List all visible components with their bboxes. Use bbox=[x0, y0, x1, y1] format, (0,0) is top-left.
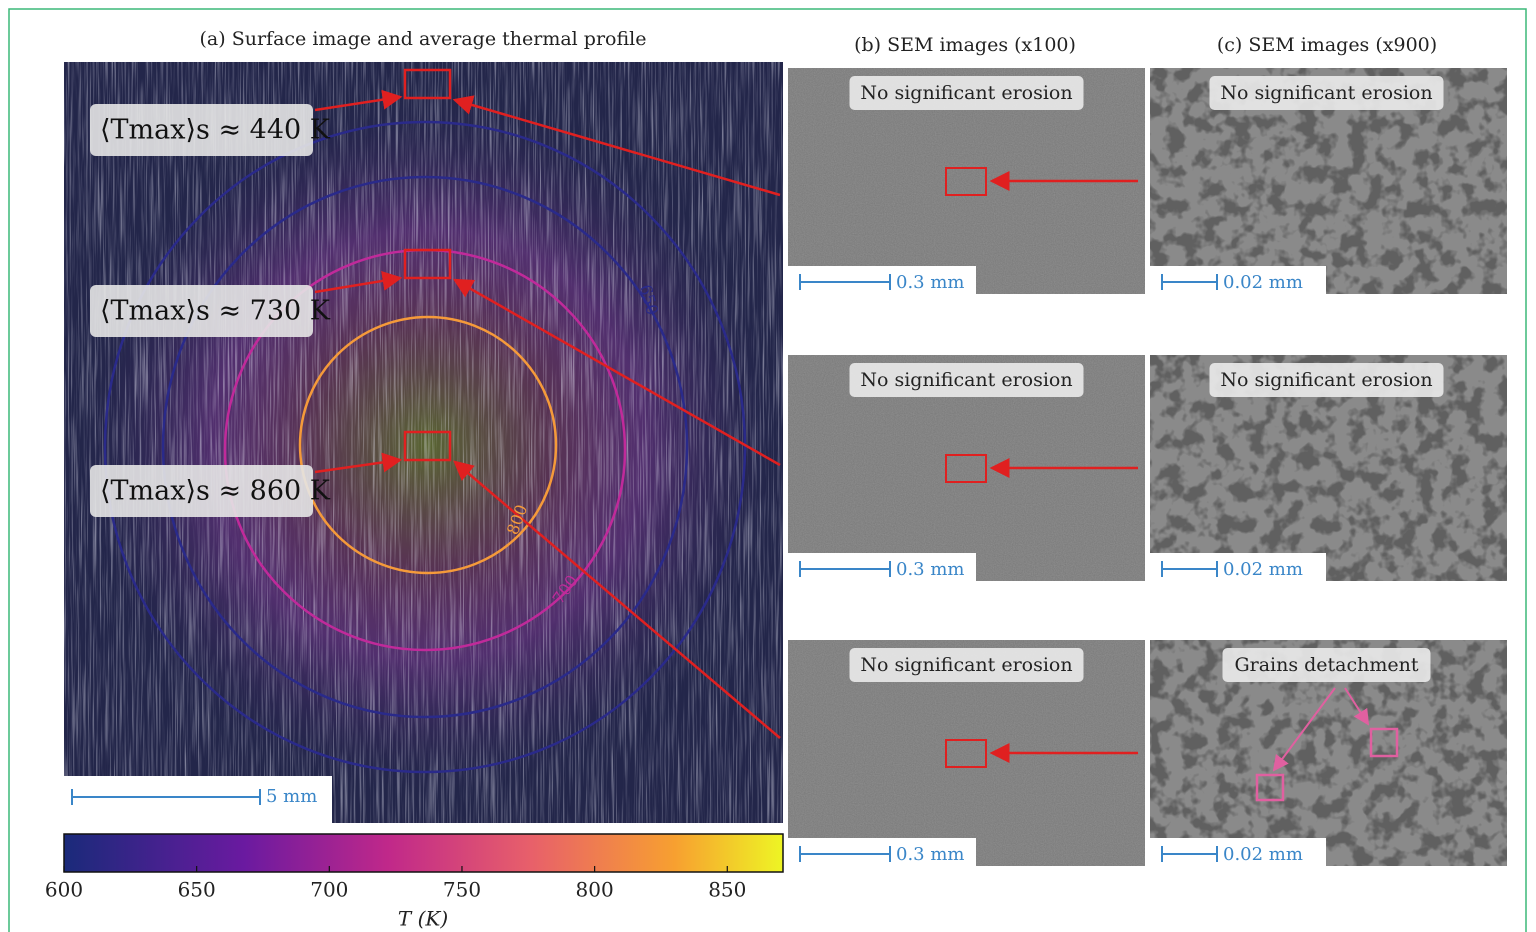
figure: (a) Surface image and average thermal pr… bbox=[0, 0, 1536, 932]
note: No significant erosion bbox=[860, 654, 1072, 676]
colorbar bbox=[64, 834, 783, 872]
colorbar-tick-label: 700 bbox=[310, 878, 348, 902]
panel-c-title: (c) SEM images (x900) bbox=[1217, 34, 1437, 56]
surface-image bbox=[64, 62, 783, 823]
colorbar-label: T (K) bbox=[398, 907, 448, 931]
note: No significant erosion bbox=[860, 369, 1072, 391]
label: ⟨Tmax⟩s ≈ 860 K bbox=[100, 476, 331, 507]
note: No significant erosion bbox=[1220, 82, 1432, 104]
colorbar-tick-label: 600 bbox=[45, 878, 83, 902]
scale-bar-label: 0.02 mm bbox=[1223, 844, 1303, 865]
sem-image: No significant erosion 0.02 mm bbox=[1150, 68, 1507, 294]
panel-b-title: (b) SEM images (x100) bbox=[854, 34, 1076, 56]
sem-image: No significant erosion 0.3 mm bbox=[788, 68, 1145, 294]
colorbar-tick-label: 650 bbox=[178, 878, 216, 902]
sem-image: Grains detachment 0.02 mm bbox=[1150, 640, 1507, 866]
scale-bar-label: 0.02 mm bbox=[1223, 559, 1303, 580]
colorbar-tick-label: 850 bbox=[708, 878, 746, 902]
label: ⟨Tmax⟩s ≈ 440 K bbox=[100, 115, 331, 146]
sem-image: No significant erosion 0.02 mm bbox=[1150, 355, 1507, 581]
scale-bar-label: 0.02 mm bbox=[1223, 272, 1303, 293]
label: ⟨Tmax⟩s ≈ 730 K bbox=[100, 296, 331, 327]
note: No significant erosion bbox=[1220, 369, 1432, 391]
sem-image: No significant erosion 0.3 mm bbox=[788, 640, 1145, 866]
note: Grains detachment bbox=[1234, 654, 1418, 676]
colorbar-tick-label: 750 bbox=[443, 878, 481, 902]
colorbar-tick-label: 800 bbox=[576, 878, 614, 902]
scale-bar-label: 0.3 mm bbox=[896, 844, 964, 865]
scale-bar-label: 0.3 mm bbox=[896, 559, 964, 580]
sem-image: No significant erosion 0.3 mm bbox=[788, 355, 1145, 581]
panel-a-title: (a) Surface image and average thermal pr… bbox=[200, 28, 647, 50]
note: No significant erosion bbox=[860, 82, 1072, 104]
scale-bar-label: 0.3 mm bbox=[896, 272, 964, 293]
scale-bar-label: 5 mm bbox=[266, 786, 317, 807]
